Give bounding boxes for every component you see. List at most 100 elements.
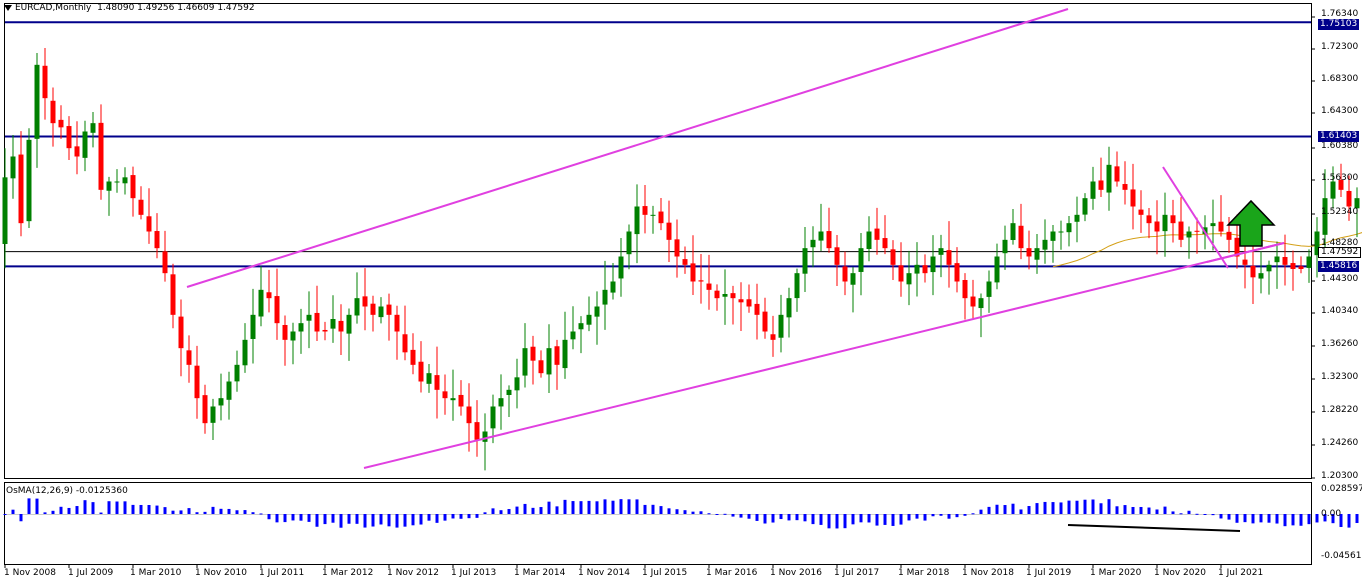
candle-body [322,329,328,332]
osma-bar [707,513,711,515]
candle-body [306,314,312,321]
candle-body [1266,264,1272,272]
candle-body [258,289,264,317]
price-scale-label: 1.68300 [1321,74,1359,84]
osma-bar [1043,501,1047,514]
candle-body [618,256,624,279]
candle-body [186,350,192,365]
candle-body [1274,256,1280,263]
osma-bar [523,503,527,514]
price-scale-label: 1.64300 [1321,106,1359,116]
osma-bar [931,514,935,517]
osma-bar [1227,514,1231,520]
price-scale-label: 1.52340 [1321,207,1359,217]
osma-bar [1027,506,1031,514]
candle-body [682,259,688,265]
osma-bar [203,511,207,514]
time-axis-label: 1 Mar 2018 [898,568,950,578]
osma-bar [1059,502,1063,514]
osma-bar [1131,506,1135,514]
candle-body [1194,230,1200,232]
candle-body [826,231,832,249]
time-axis-label: 1 Nov 2020 [1154,568,1206,578]
candle-body [202,395,208,424]
osma-bar [355,514,359,524]
candle-body [538,360,544,374]
candle-body [762,311,768,332]
candle-body [1034,248,1040,260]
candle-body [970,296,976,307]
osma-bar [843,514,847,529]
osma-bar [699,511,703,514]
candle-body [850,273,856,285]
osma-bar [947,514,951,519]
candle-body [930,256,936,273]
candle-body [1106,164,1112,193]
price-scale-label: 1.24260 [1321,438,1359,448]
time-axis-label: 1 Mar 2020 [1090,568,1142,578]
candle-body [170,274,176,315]
osma-bar [443,514,447,521]
candle-body [1042,239,1048,250]
candle-body [50,100,56,124]
osma-bar [619,499,623,514]
osma-bar [83,500,87,514]
osma-bar [547,501,551,514]
osma-bar [651,504,655,514]
symbol-timeframe: EURCAD,Monthly [15,3,92,13]
candle-body [770,334,776,340]
candle-body [506,389,512,395]
candle-body [1050,231,1056,241]
osma-bar [123,501,127,514]
candle-body [994,256,1000,283]
osma-bar [763,514,767,524]
candle-body [642,206,648,215]
osma-bar [1163,506,1167,514]
osma-scale-bottom: -0.045618 [1321,551,1362,561]
candle-body [730,293,736,299]
candle-body [410,349,416,365]
level-tag-resistance-mid: 1.61403 [1318,131,1360,142]
osma-bar [1123,505,1127,514]
osma-bar [867,514,871,523]
osma-bar [1243,514,1247,523]
osma-bar [179,510,183,514]
osma-bar [219,508,223,514]
candle-body [1082,198,1088,215]
candle-body [210,406,216,423]
candle-body [746,299,752,307]
osma-bar [731,514,735,517]
time-axis-label: 1 Jul 2015 [642,568,688,578]
osma-bar [819,514,823,525]
osma-bar [939,514,943,516]
candle-body [1002,239,1008,254]
osma-bar [163,507,167,514]
dropdown-triangle-icon[interactable] [4,4,12,11]
osma-bar [291,514,295,521]
candle-body [1354,198,1360,209]
osma-bar [1283,514,1287,527]
osma-bar [1267,514,1271,523]
candle-body [962,280,968,299]
osma-bar [579,501,583,514]
osma-bar [539,507,543,514]
candle-body [1250,265,1256,278]
osma-bar [323,514,327,525]
osma-bar [211,506,215,514]
candle-body [82,131,88,158]
osma-bar [531,507,535,514]
wedge-lower-line [1206,242,1285,263]
candle-body [98,122,104,190]
candle-body [818,231,824,241]
osma-bar [107,501,111,514]
candle-body [522,348,528,376]
candle-body [834,247,840,265]
candle-body [650,214,656,216]
candle-body [842,266,848,282]
osma-bar [923,514,927,521]
osma-bar [859,514,863,523]
candle-body [218,398,224,406]
osma-bar [171,510,175,514]
